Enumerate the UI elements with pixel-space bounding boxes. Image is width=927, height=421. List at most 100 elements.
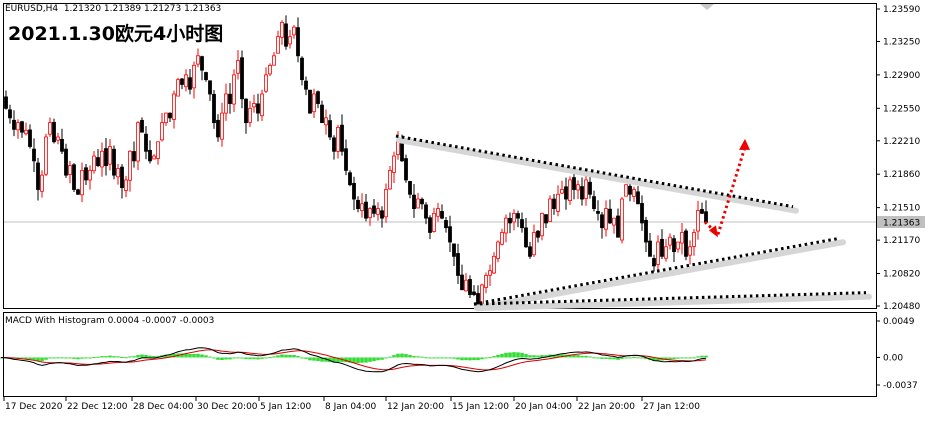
time-tick-label: 22 Dec 12:00: [67, 402, 128, 412]
histogram-bar: [88, 357, 92, 359]
histogram-bar: [216, 357, 220, 360]
time-tick-label: 12 Jan 20:00: [387, 402, 444, 412]
histogram-bar: [608, 357, 612, 360]
candle-body: [212, 93, 216, 124]
candle-body: [236, 60, 240, 74]
candle-body: [24, 129, 28, 135]
histogram-bar: [644, 357, 648, 360]
candle-body: [656, 241, 660, 265]
candle-body: [416, 198, 420, 209]
histogram-bar: [680, 357, 684, 359]
candle-body: [284, 23, 288, 47]
candle-body: [48, 122, 52, 135]
histogram-bar: [56, 357, 60, 359]
candle-body: [68, 165, 72, 175]
candle-body: [136, 122, 140, 162]
histogram-bar: [572, 354, 576, 358]
candle-body: [116, 168, 120, 178]
histogram-bar: [576, 355, 580, 358]
histogram-bar: [116, 356, 120, 358]
candle-body: [264, 74, 268, 92]
histogram-bar: [136, 354, 140, 358]
histogram-bar: [172, 354, 176, 358]
candle-body: [84, 167, 88, 181]
candle-body: [444, 220, 448, 229]
price-tick-label: 1.20480: [883, 302, 920, 312]
histogram-bar: [332, 357, 336, 363]
candle-body: [452, 243, 456, 257]
histogram-bar: [488, 357, 492, 359]
candle-body: [696, 210, 700, 232]
candle-body: [600, 214, 604, 229]
histogram-bar: [672, 357, 676, 360]
histogram-bar: [300, 357, 304, 359]
arrow-up-leg[interactable]: [716, 146, 747, 235]
histogram-bar: [424, 357, 428, 359]
macd-panel-border: [3, 312, 877, 397]
histogram-bar: [328, 357, 332, 363]
histogram-bar: [308, 357, 312, 361]
histogram-bar: [100, 356, 104, 358]
histogram-bar: [228, 357, 232, 360]
candle-body: [492, 255, 496, 274]
macd-signal-line: [0, 349, 707, 371]
candle-body: [168, 112, 172, 119]
symbol-info: EURUSD,H4 1.21320 1.21389 1.21273 1.2136…: [5, 4, 222, 14]
trendline[interactable]: [473, 236, 841, 306]
candle-body: [576, 184, 580, 191]
time-tick-label: 17 Dec 2020: [5, 402, 63, 412]
candle-body: [248, 107, 252, 123]
candle-body: [244, 98, 248, 124]
candle-body: [664, 246, 668, 259]
trendline-shadow: [474, 293, 872, 312]
candle-body: [532, 232, 536, 256]
candle-body: [552, 198, 556, 209]
candle-body: [152, 155, 156, 160]
candle-body: [428, 217, 432, 233]
chart-shift-marker[interactable]: [700, 4, 714, 10]
candle-body: [156, 141, 160, 159]
histogram-bar: [208, 356, 212, 358]
candle-body: [680, 232, 684, 244]
trendlines-layer[interactable]: [395, 134, 872, 312]
histogram-bar: [436, 357, 440, 359]
histogram-bar: [420, 356, 424, 358]
candle-body: [76, 189, 80, 195]
candle-body: [60, 138, 64, 152]
histogram-bar: [52, 357, 56, 359]
histogram-bar: [664, 357, 668, 361]
histogram-bar: [280, 354, 284, 358]
candle-body: [560, 189, 564, 194]
histogram-bar: [264, 357, 268, 359]
histogram-bar: [36, 357, 40, 362]
histogram-bar: [612, 357, 616, 360]
histogram-bar: [316, 357, 320, 361]
macd-main-line: [0, 347, 707, 373]
candle-body: [508, 217, 512, 224]
candle-body: [300, 57, 304, 81]
histogram-bar: [48, 357, 52, 359]
current-price-box: [877, 216, 925, 228]
candle-body: [372, 205, 376, 214]
time-tick-label: 20 Jan 04:00: [515, 402, 572, 412]
histogram-bar: [456, 357, 460, 360]
histogram-bar: [256, 357, 260, 360]
macd-tick-label: 0.0049: [883, 317, 915, 327]
trendline[interactable]: [395, 134, 794, 209]
histogram-bar: [276, 355, 280, 358]
candle-body: [672, 238, 676, 252]
candle-body: [460, 274, 464, 291]
histogram-bar: [84, 357, 88, 359]
histogram-bar: [364, 357, 368, 363]
price-tick-label: 1.20820: [883, 270, 920, 280]
histogram-bar: [72, 357, 76, 359]
histogram-bar: [376, 357, 380, 361]
candle-body: [240, 57, 244, 100]
candle-body: [4, 96, 8, 109]
histogram-bar: [508, 352, 512, 358]
histogram-bar: [448, 357, 452, 359]
trendline-shadow: [474, 239, 846, 312]
histogram-bar: [108, 355, 112, 358]
histogram-bar: [344, 357, 348, 363]
